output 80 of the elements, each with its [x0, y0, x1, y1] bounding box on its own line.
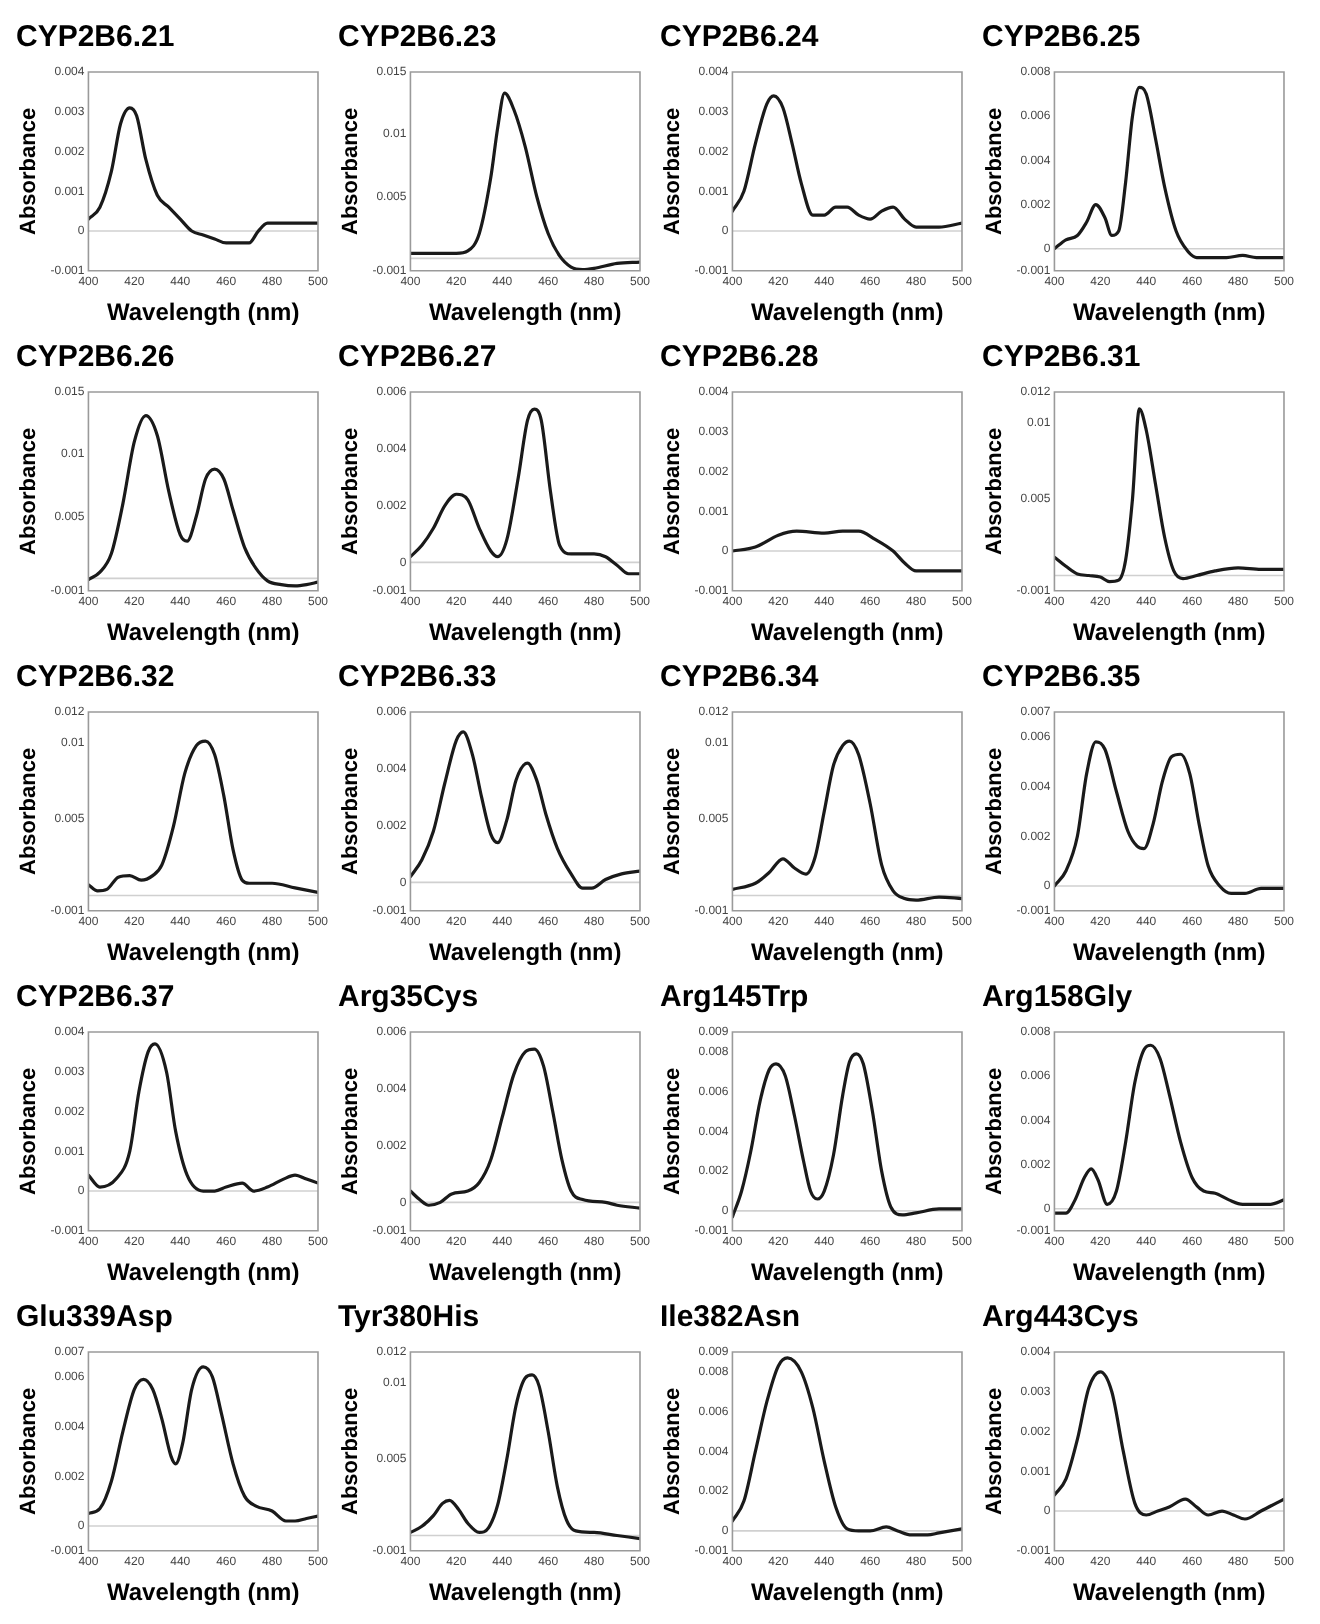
line-series — [410, 1047, 640, 1210]
x-axis-title: Wavelength (nm) — [106, 298, 300, 327]
line-series — [410, 730, 640, 890]
y-axis-title: Absorbance — [17, 747, 42, 875]
chart-title: CYP2B6.21 — [16, 20, 175, 55]
x-axis-title: Wavelength (nm) — [750, 1258, 944, 1287]
x-axis-title: Wavelength (nm) — [428, 298, 622, 327]
x-axis-title: Wavelength (nm) — [1072, 298, 1266, 327]
chart-title: Tyr380His — [338, 1300, 480, 1335]
line-series — [410, 1373, 640, 1541]
chart-title: CYP2B6.31 — [982, 340, 1141, 375]
x-axis-title: Wavelength (nm) — [106, 938, 300, 967]
line-series — [88, 739, 318, 895]
x-axis-title: Wavelength (nm) — [106, 618, 300, 647]
y-axis-title: Absorbance — [661, 427, 686, 555]
line-series — [732, 739, 962, 902]
y-axis-title: Absorbance — [339, 427, 364, 555]
x-axis-title: Wavelength (nm) — [106, 1578, 300, 1607]
x-axis-title: Wavelength (nm) — [750, 618, 944, 647]
x-axis-title: Wavelength (nm) — [428, 938, 622, 967]
y-axis-title: Absorbance — [339, 1067, 364, 1195]
chart-title: CYP2B6.25 — [982, 20, 1141, 55]
y-axis-title: Absorbance — [661, 107, 686, 235]
x-axis-title: Wavelength (nm) — [750, 938, 944, 967]
chart-title: CYP2B6.35 — [982, 660, 1141, 695]
y-axis-title: Absorbance — [661, 747, 686, 875]
y-axis-title: Absorbance — [17, 1067, 42, 1195]
chart-title: Ile382Asn — [660, 1300, 801, 1335]
y-axis-title: Absorbance — [983, 747, 1008, 875]
line-series — [88, 1365, 318, 1523]
chart-title: Arg145Trp — [660, 980, 809, 1015]
line-series — [732, 1052, 962, 1219]
chart-title: CYP2B6.27 — [338, 340, 497, 375]
y-axis-title: Absorbance — [661, 1387, 686, 1515]
line-series — [88, 1042, 318, 1193]
x-axis-title: Wavelength (nm) — [750, 298, 944, 327]
x-axis-title: Wavelength (nm) — [428, 618, 622, 647]
y-axis-title: Absorbance — [983, 1067, 1008, 1195]
line-series — [1054, 1043, 1284, 1215]
line-series — [732, 529, 962, 573]
chart-title: CYP2B6.37 — [16, 980, 175, 1015]
x-axis-title: Wavelength (nm) — [106, 1258, 300, 1287]
x-axis-title: Wavelength (nm) — [1072, 938, 1266, 967]
y-axis-title: Absorbance — [983, 427, 1008, 555]
chart-title: Arg443Cys — [982, 1300, 1139, 1335]
y-axis-title: Absorbance — [339, 107, 364, 235]
y-axis-title: Absorbance — [339, 747, 364, 875]
line-series — [88, 414, 318, 588]
x-axis-title: Wavelength (nm) — [428, 1578, 622, 1607]
chart-title: CYP2B6.23 — [338, 20, 497, 55]
line-series — [1054, 407, 1284, 584]
y-axis-title: Absorbance — [983, 1387, 1008, 1515]
line-series — [1054, 740, 1284, 896]
line-series — [410, 407, 640, 576]
y-axis-title: Absorbance — [983, 107, 1008, 235]
chart-title: Arg158Gly — [982, 980, 1134, 1015]
line-series — [732, 94, 962, 229]
chart-title: CYP2B6.26 — [16, 340, 175, 375]
x-axis-title: Wavelength (nm) — [428, 1258, 622, 1287]
chart-title: Arg35Cys — [338, 980, 479, 1015]
chart-title: CYP2B6.32 — [16, 660, 175, 695]
x-axis-title: Wavelength (nm) — [750, 1578, 944, 1607]
chart-title: CYP2B6.33 — [338, 660, 497, 695]
line-series — [410, 91, 640, 271]
line-series — [1054, 85, 1284, 260]
x-axis-title: Wavelength (nm) — [1072, 1578, 1266, 1607]
x-axis-title: Wavelength (nm) — [1072, 618, 1266, 647]
y-axis-title: Absorbance — [661, 1067, 686, 1195]
line-series — [88, 106, 318, 245]
chart-title: Glu339Asp — [16, 1300, 173, 1335]
line-series — [1054, 1370, 1284, 1521]
chart-title: CYP2B6.28 — [660, 340, 819, 375]
y-axis-title: Absorbance — [17, 107, 42, 235]
y-axis-title: Absorbance — [17, 427, 42, 555]
chart-title: CYP2B6.24 — [660, 20, 820, 55]
x-axis-title: Wavelength (nm) — [1072, 1258, 1266, 1287]
y-axis-title: Absorbance — [339, 1387, 364, 1515]
line-series — [732, 1356, 962, 1537]
chart-title: CYP2B6.34 — [660, 660, 820, 695]
y-axis-title: Absorbance — [17, 1387, 42, 1515]
